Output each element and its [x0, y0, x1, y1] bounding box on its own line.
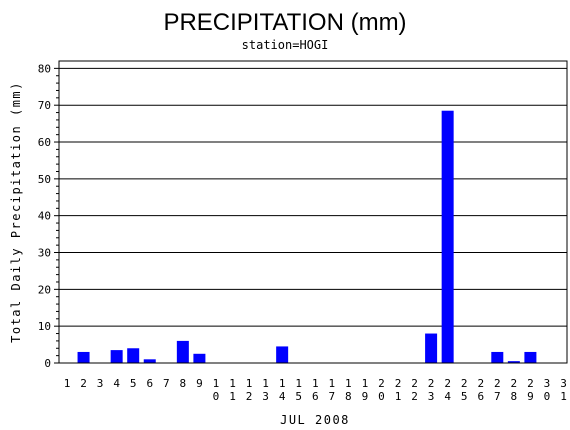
y-tick-label: 50	[38, 173, 51, 186]
bar-day-4	[110, 350, 123, 363]
bar-day-14	[276, 346, 289, 363]
chart-subtitle: station=HOGI	[242, 38, 329, 52]
x-tick-label: 7	[163, 377, 170, 390]
x-tick-label: 6	[146, 377, 153, 390]
x-tick-label: 2	[80, 377, 87, 390]
bars	[77, 110, 537, 363]
bar-day-24	[441, 110, 454, 363]
y-tick-label: 10	[38, 320, 51, 333]
x-tick-label: 1	[64, 377, 71, 390]
x-tick-label: 9	[196, 377, 203, 390]
gridlines	[59, 67, 567, 327]
bar-day-6	[143, 359, 156, 363]
bar-day-23	[425, 333, 438, 363]
x-tick-label: 8	[180, 377, 187, 390]
y-tick-label: 70	[38, 99, 51, 112]
bar-day-5	[127, 348, 140, 363]
y-tick-label: 30	[38, 247, 51, 260]
bar-day-9	[193, 353, 206, 363]
y-axis-label: Total Daily Precipitation (mm)	[9, 81, 23, 343]
y-tick-label: 40	[38, 210, 51, 223]
y-tick-label: 20	[38, 283, 51, 296]
x-axis-ticks: 1 2 3 4 5 6 7 8 9 1 01 11 21 31 41 51 61 71 81 92 02 12 22 32 42…	[64, 377, 567, 403]
plot-frame	[58, 60, 568, 364]
bar-day-27	[491, 351, 504, 363]
x-tick-label: 3	[97, 377, 104, 390]
x-tick-label: 5	[130, 377, 137, 390]
bar-day-8	[176, 340, 189, 363]
x-tick-label: 4	[113, 377, 120, 390]
x-axis-label: JUL 2008	[280, 413, 350, 427]
y-tick-label: 0	[44, 357, 51, 370]
y-axis-ticks: 0 10 20 30 40 50 60 70 80	[38, 62, 59, 370]
bar-day-29	[524, 351, 537, 363]
bar-day-2	[77, 351, 90, 363]
y-tick-label: 60	[38, 136, 51, 149]
chart-title: PRECIPITATION (mm)	[163, 9, 406, 36]
y-tick-label: 80	[38, 62, 51, 75]
bar-day-28	[507, 361, 520, 363]
